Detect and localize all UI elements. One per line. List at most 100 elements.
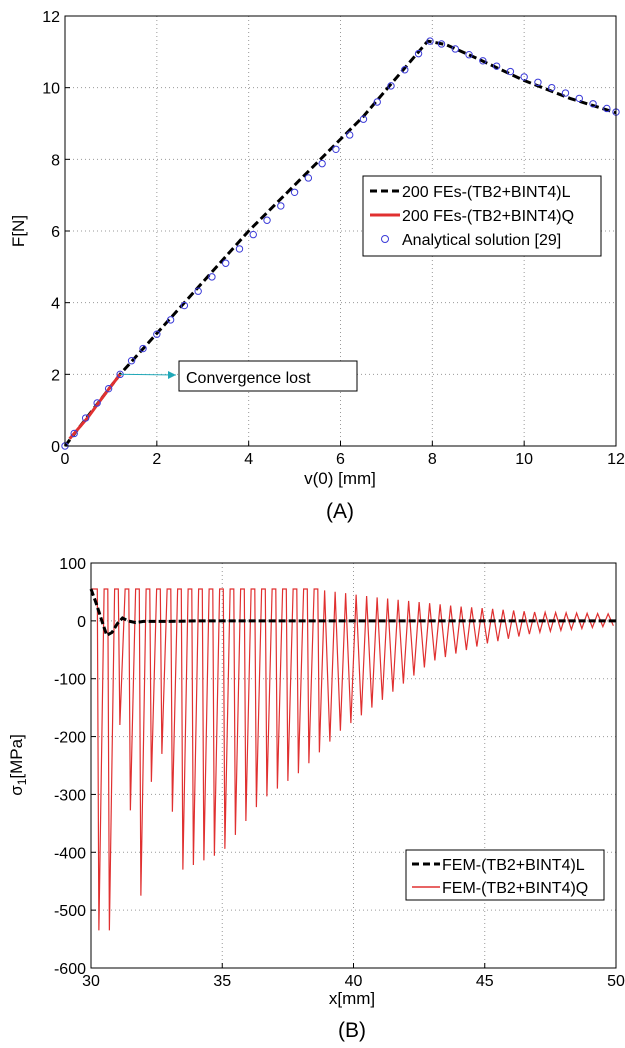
annotation-text: Convergence lost — [186, 370, 311, 387]
annotation-arrow-line — [120, 373, 177, 376]
series-b-q-line — [91, 588, 614, 931]
x-tick-label: 45 — [476, 973, 494, 990]
analytical-point — [249, 230, 257, 239]
chart-b-ylabel: σ1[MPa] — [7, 734, 29, 796]
analytical-point — [81, 414, 90, 422]
analytical-point — [414, 49, 423, 58]
y-tick-label: -300 — [54, 787, 86, 804]
analytical-point — [548, 83, 556, 92]
y-tick-label: 0 — [51, 439, 60, 456]
chart-a-xlabel: v(0) [mm] — [304, 469, 376, 488]
y-tick-label: -400 — [54, 845, 86, 862]
analytical-point — [263, 216, 271, 224]
chart-a: 0 2 4 6 8 10 12 0 2 4 6 8 10 12 v(0) [mm] F[N] (A) Co… — [9, 9, 625, 523]
analytical-point — [373, 98, 381, 106]
chart-b-legend-item-q: FEM-(TB2+BINT4)Q — [442, 880, 588, 897]
chart-a-legend-box — [362, 175, 602, 257]
analytical-point — [127, 357, 136, 365]
analytical-point — [387, 82, 395, 90]
y-tick-label: 6 — [51, 224, 60, 241]
x-tick-label: 50 — [607, 973, 625, 990]
chart-a-ylabel: F[N] — [9, 215, 28, 247]
analytical-point — [235, 245, 244, 253]
chart-b-frame — [90, 562, 617, 969]
y-tick-label: 10 — [42, 81, 60, 98]
analytical-point — [208, 273, 216, 281]
chart-b-ylabel-symbol: σ — [7, 785, 26, 796]
x-tick-label: 10 — [515, 451, 533, 468]
analytical-point — [603, 104, 611, 113]
x-tick-label: 40 — [345, 973, 363, 990]
x-tick-label: 2 — [152, 451, 161, 468]
analytical-point — [139, 344, 147, 353]
analytical-point — [93, 399, 101, 407]
analytical-point — [345, 131, 354, 139]
analytical-point — [359, 115, 368, 123]
analytical-point — [561, 89, 570, 97]
chart-a-legend-item-q: 200 FEs-(TB2+BINT4)Q — [402, 208, 574, 225]
analytical-point — [70, 429, 78, 438]
y-tick-label: 0 — [77, 614, 86, 631]
y-tick-label: -200 — [54, 730, 86, 747]
analytical-point — [426, 37, 434, 45]
chart-a-frame — [64, 15, 617, 447]
y-tick-label: 8 — [51, 152, 60, 169]
analytical-point — [180, 301, 189, 310]
analytical-point — [401, 66, 409, 74]
x-tick-label: 6 — [336, 451, 345, 468]
analytical-point — [465, 51, 473, 59]
y-tick-label: 100 — [59, 556, 86, 573]
analytical-point — [153, 330, 161, 338]
y-tick-label: -500 — [54, 903, 86, 920]
analytical-point — [318, 159, 326, 168]
chart-a-legend: 200 FEs-(TB2+BINT4)L 200 FEs-(TB2+BINT4)… — [362, 175, 602, 257]
chart-a-analytical-markers — [61, 37, 620, 450]
analytical-point — [304, 174, 313, 182]
analytical-point — [589, 100, 597, 108]
legend-swatch-analytical — [381, 235, 389, 243]
chart-b-caption: (B) — [338, 1019, 366, 1042]
x-tick-label: 4 — [244, 451, 253, 468]
analytical-point — [104, 384, 113, 393]
analytical-point — [194, 287, 202, 295]
analytical-point — [222, 259, 230, 267]
y-tick-label: -600 — [54, 961, 86, 978]
chart-b-legend-item-l: FEM-(TB2+BINT4)L — [442, 857, 585, 874]
chart-a-caption: (A) — [326, 500, 354, 523]
y-tick-label: 2 — [51, 367, 60, 384]
x-tick-label: 35 — [213, 973, 231, 990]
x-tick-label: 0 — [61, 451, 70, 468]
chart-a-tick-labels: 0 2 4 6 8 10 12 0 2 4 6 8 10 12 — [42, 9, 625, 468]
analytical-point — [166, 316, 175, 324]
x-tick-label: 8 — [428, 451, 437, 468]
y-tick-label: 12 — [42, 9, 60, 26]
analytical-point — [575, 94, 583, 103]
analytical-point — [492, 62, 501, 70]
series-b-l-line — [89, 588, 616, 638]
chart-b-tick-labels: 30 35 40 45 50 100 0 -100 -200 -300 -400 -500 -600 — [54, 556, 625, 990]
x-tick-label: 12 — [607, 451, 625, 468]
annotation-box — [178, 360, 358, 392]
annotation-arrow-head — [168, 371, 176, 379]
analytical-point — [451, 45, 459, 53]
analytical-point — [277, 202, 285, 210]
analytical-point — [534, 78, 542, 86]
y-tick-label: 4 — [51, 296, 60, 313]
y-tick-label: -100 — [54, 672, 86, 689]
analytical-point — [437, 40, 446, 48]
chart-b-series — [89, 588, 616, 931]
chart-b-legend: FEM-(TB2+BINT4)L FEM-(TB2+BINT4)Q — [405, 849, 605, 901]
analytical-point — [520, 73, 528, 81]
chart-b-ylabel-sub: 1 — [15, 778, 29, 785]
chart-b: 30 35 40 45 50 100 0 -100 -200 -300 -400 -500 -600 x… — [7, 556, 625, 1042]
analytical-point — [332, 145, 340, 154]
chart-b-legend-box — [405, 849, 605, 901]
analytical-point — [290, 188, 299, 197]
analytical-point — [506, 67, 515, 76]
chart-b-xlabel: x[mm] — [329, 989, 375, 1008]
x-tick-label: 30 — [82, 973, 100, 990]
chart-a-legend-item-analytical: Analytical solution [29] — [402, 232, 561, 249]
series-q-line — [68, 373, 122, 440]
chart-b-ylabel-unit: [MPa] — [7, 734, 26, 778]
